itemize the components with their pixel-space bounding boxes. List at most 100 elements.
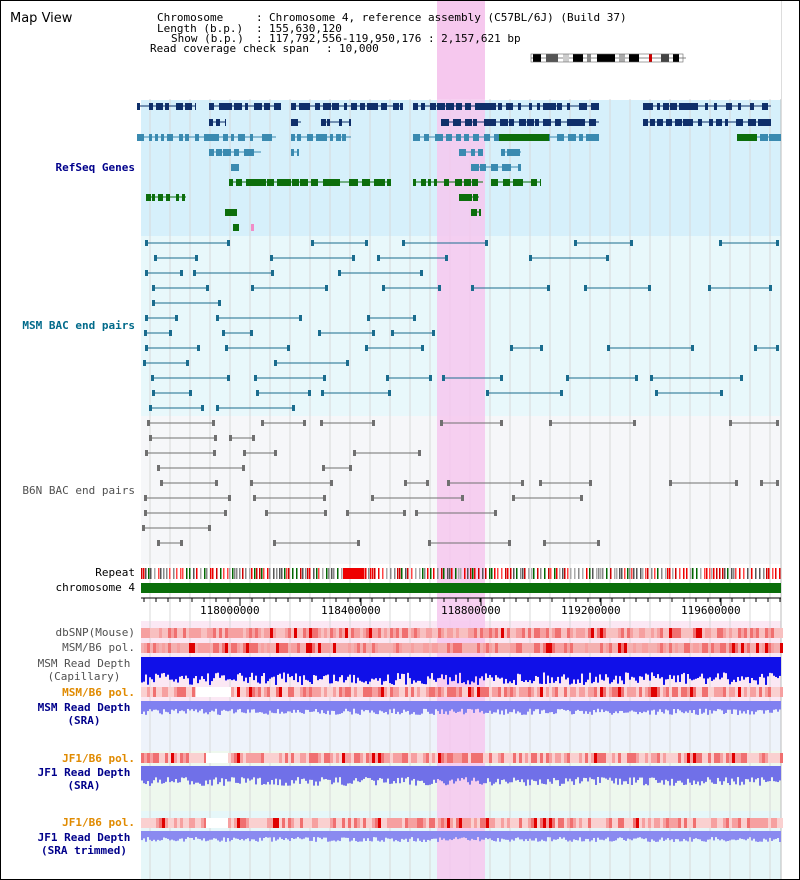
polymorphism-cell [768, 818, 771, 828]
read-depth-bar [315, 831, 317, 842]
repeat-mark [343, 568, 363, 579]
polymorphism-cell [669, 628, 672, 638]
repeat-mark [559, 568, 561, 579]
polymorphism-cell [402, 643, 405, 653]
read-depth-bar [605, 701, 607, 711]
read-depth-bar [771, 766, 773, 778]
read-depth-bar [599, 766, 601, 783]
gene-exon [223, 149, 231, 156]
polymorphism-cell [315, 643, 318, 653]
gene-exon [225, 209, 232, 216]
read-depth-bar [649, 766, 651, 778]
read-depth-bar [499, 766, 501, 785]
polymorphism-cell [744, 643, 747, 653]
polymorphism-cell [339, 687, 342, 697]
read-depth-bar [373, 766, 375, 781]
read-depth-bar [261, 831, 263, 841]
read-depth-bar [601, 766, 603, 778]
repeat-mark [254, 568, 256, 579]
read-depth-bar [223, 766, 225, 786]
polymorphism-cell [444, 628, 447, 638]
polymorphism-cell [699, 628, 702, 638]
read-depth-bar [579, 701, 581, 711]
axis-tick-label: 119600000 [681, 604, 741, 617]
polymorphism-cell [657, 643, 660, 653]
read-depth-bar [229, 701, 231, 711]
read-depth-bar [591, 657, 593, 684]
polymorphism-cell [183, 643, 186, 653]
polymorphism-cell [294, 643, 297, 653]
polymorphism-cell [429, 643, 432, 653]
read-depth-bar [157, 831, 159, 840]
read-depth-bar [637, 831, 639, 838]
read-depth-bar [457, 657, 459, 684]
read-depth-bar [203, 701, 205, 714]
gene-exon [509, 119, 514, 126]
polymorphism-cell [339, 753, 342, 763]
read-depth-bar [557, 657, 559, 677]
gene-exon [323, 179, 331, 186]
polymorphism-cell [525, 818, 528, 828]
polymorphism-cell [438, 643, 441, 653]
polymorphism-cell [495, 753, 498, 763]
repeat-mark [713, 568, 715, 579]
polymorphism-cell [717, 643, 720, 653]
read-depth-bar [457, 766, 459, 779]
gene-exon [776, 134, 781, 141]
read-depth-bar [535, 657, 537, 676]
polymorphism-cell [441, 818, 444, 828]
polymorphism-cell [420, 628, 423, 638]
read-depth-bar [277, 657, 279, 675]
bac-end-marker [206, 285, 209, 291]
read-depth-bar [689, 831, 691, 838]
repeat-mark [491, 568, 493, 579]
read-depth-bar [609, 701, 611, 713]
polymorphism-cell [714, 687, 717, 697]
bac-end-marker [212, 420, 215, 426]
read-depth-bar [477, 831, 479, 838]
read-depth-bar [371, 657, 373, 679]
polymorphism-cell [492, 818, 495, 828]
polymorphism-cell [603, 628, 606, 638]
gene-exon [237, 164, 239, 171]
polymorphism-cell [612, 643, 615, 653]
bac-end-marker [708, 285, 711, 291]
polymorphism-cell [699, 753, 702, 763]
gene-exon [518, 103, 521, 110]
read-depth-bar [421, 701, 423, 714]
read-depth-bar [333, 831, 335, 841]
polymorphism-cell [747, 818, 750, 828]
gene-exon [283, 179, 291, 186]
polymorphism-cell [462, 628, 465, 638]
read-depth-bar [141, 657, 143, 683]
gene-exon [503, 179, 510, 186]
read-depth-bar [489, 701, 491, 711]
read-depth-bar [215, 831, 217, 839]
polymorphism-cell [705, 628, 708, 638]
view-title: Map View [10, 11, 73, 26]
bac-end-marker [494, 510, 497, 516]
gene-exon [166, 194, 170, 201]
read-depth-bar [495, 831, 497, 842]
polymorphism-cell [327, 818, 330, 828]
polymorphism-cell [351, 687, 354, 697]
bac-end-marker [388, 390, 391, 396]
read-depth-bar [537, 766, 539, 785]
polymorphism-cell [342, 643, 345, 653]
read-depth-bar [645, 657, 647, 674]
polymorphism-cell [600, 687, 603, 697]
polymorphism-cell [345, 643, 348, 653]
read-depth-bar [651, 657, 653, 673]
polymorphism-cell [318, 753, 321, 763]
polymorphism-cell [636, 687, 639, 697]
read-depth-bar [419, 831, 421, 841]
read-depth-bar [447, 831, 449, 841]
read-depth-bar [375, 701, 377, 714]
polymorphism-cell [468, 753, 471, 763]
read-depth-bar [297, 831, 299, 838]
read-depth-bar [583, 657, 585, 685]
bac-end-marker [151, 375, 154, 381]
repeat-mark [489, 568, 491, 579]
gene-exon [478, 149, 483, 156]
